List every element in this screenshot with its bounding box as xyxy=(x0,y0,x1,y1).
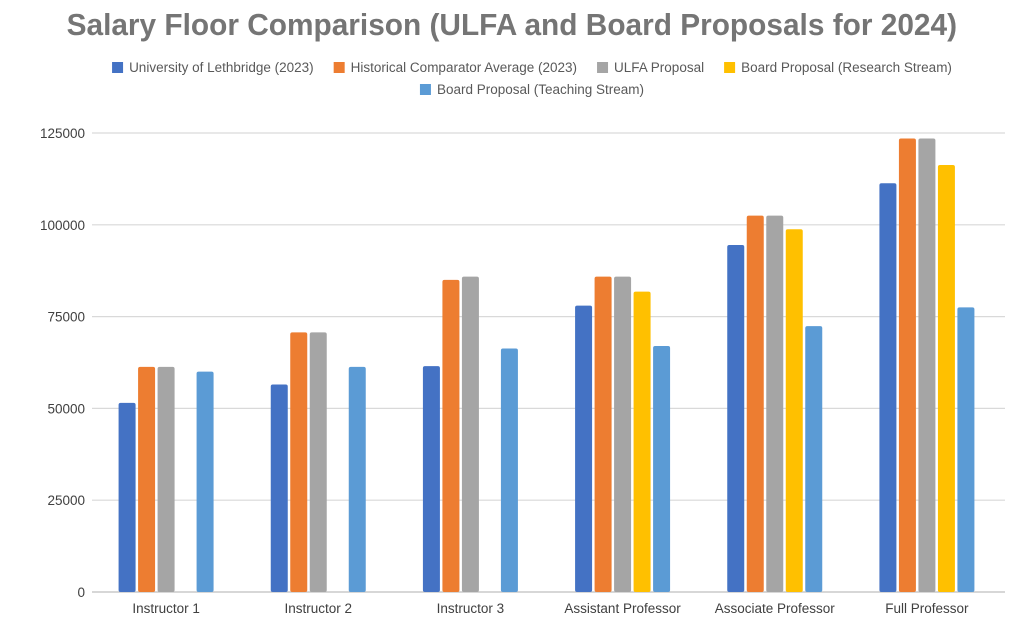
bar xyxy=(594,276,612,592)
chart-title: Salary Floor Comparison (ULFA and Board … xyxy=(66,7,958,42)
bar xyxy=(575,305,593,592)
legend-label: University of Lethbridge (2023) xyxy=(129,60,314,75)
bar xyxy=(422,366,440,592)
bar xyxy=(309,332,327,592)
bar xyxy=(879,183,897,592)
bar xyxy=(118,402,136,592)
bar xyxy=(653,345,671,592)
legend-swatch xyxy=(112,62,124,73)
x-tick-label: Associate Professor xyxy=(715,601,836,616)
y-tick-label: 0 xyxy=(77,585,85,600)
x-tick-label: Full Professor xyxy=(885,601,969,616)
y-tick-label: 100000 xyxy=(40,218,85,233)
bar xyxy=(614,276,632,592)
legend-label: ULFA Proposal xyxy=(614,60,704,75)
legend-swatch xyxy=(724,62,736,73)
bar xyxy=(500,348,518,592)
bar xyxy=(957,307,975,592)
bar xyxy=(766,215,784,592)
bar xyxy=(442,279,460,592)
bar xyxy=(138,366,156,592)
bar xyxy=(270,384,288,592)
bar xyxy=(898,138,916,592)
bar xyxy=(918,138,936,592)
y-tick-label: 125000 xyxy=(40,126,85,141)
x-tick-label: Instructor 3 xyxy=(437,601,505,616)
y-tick-label: 25000 xyxy=(47,493,85,508)
legend-swatch xyxy=(597,62,609,73)
bar xyxy=(157,366,175,592)
chart-title-container: Salary Floor Comparison (ULFA and Board … xyxy=(0,6,1024,46)
bar xyxy=(746,215,764,592)
x-tick-label: Instructor 2 xyxy=(284,601,352,616)
bar xyxy=(727,244,745,592)
legend-swatch xyxy=(333,62,345,73)
bar xyxy=(196,371,214,592)
x-tick-label: Instructor 1 xyxy=(132,601,200,616)
bar xyxy=(805,326,823,592)
bar xyxy=(348,366,366,592)
y-tick-label: 50000 xyxy=(47,401,85,416)
legend-label: Historical Comparator Average (2023) xyxy=(351,60,577,75)
bar xyxy=(937,164,955,592)
bar xyxy=(290,332,308,592)
legend-label: Board Proposal (Research Stream) xyxy=(741,60,952,75)
legend-label: Board Proposal (Teaching Stream) xyxy=(437,82,644,97)
bar xyxy=(785,229,803,592)
x-tick-label: Assistant Professor xyxy=(564,601,681,616)
y-tick-label: 75000 xyxy=(47,310,85,325)
legend-swatch xyxy=(419,84,431,95)
bar xyxy=(461,276,479,592)
bar xyxy=(633,291,651,592)
